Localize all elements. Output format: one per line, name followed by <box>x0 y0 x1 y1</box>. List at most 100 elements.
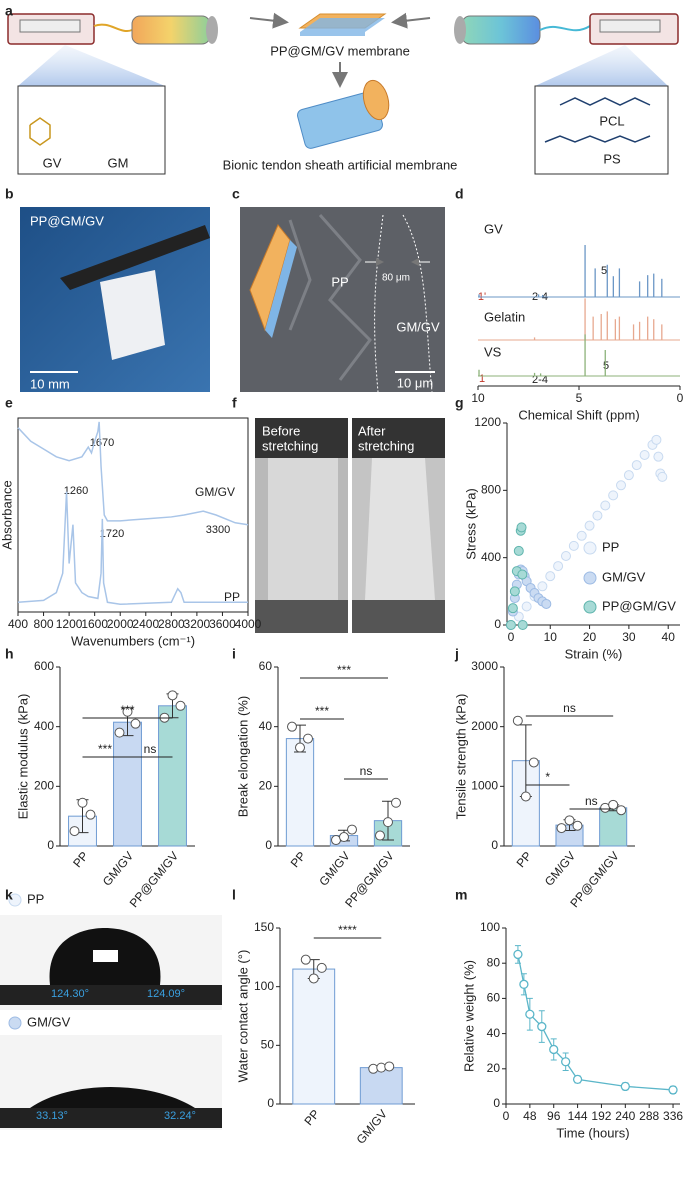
syringe <box>599 19 661 33</box>
significance-label: *** <box>315 704 329 718</box>
data-point <box>525 1009 535 1019</box>
sample <box>268 458 338 600</box>
bar <box>285 738 315 847</box>
photo-label: stretching <box>358 438 414 453</box>
panel-label: f <box>232 395 237 411</box>
y-tick-label: 0 <box>494 617 501 631</box>
scale-label: 10 μm <box>397 375 433 390</box>
data-point <box>608 799 619 810</box>
y-tick-label: 1200 <box>474 415 501 429</box>
sample-label: PP <box>27 891 44 906</box>
data-point <box>167 690 178 701</box>
significance-label: * <box>545 770 550 784</box>
data-point <box>520 791 531 802</box>
y-tick-label: 0 <box>491 838 498 852</box>
series-label: GM/GV <box>195 485 235 499</box>
y-tick-label: 20 <box>259 779 273 793</box>
annotation: 5 <box>603 360 609 372</box>
x-tick-label: 0 <box>503 1109 510 1123</box>
x-tick-label: 144 <box>568 1109 588 1123</box>
spectrum-line <box>17 421 249 526</box>
y-tick-label: 60 <box>487 991 501 1005</box>
significance-label: *** <box>120 703 134 717</box>
y-tick-label: 60 <box>259 659 273 673</box>
data-point <box>308 973 319 984</box>
x-tick-label: GM/GV <box>316 849 352 889</box>
roller-cap <box>454 16 466 44</box>
x-tick-label: 240 <box>615 1109 635 1123</box>
bar <box>113 721 142 847</box>
x-tick-label: 96 <box>547 1109 561 1123</box>
sheath-end <box>362 79 390 121</box>
data-point <box>576 530 587 541</box>
y-axis-label: Tensile strength (kPa) <box>453 694 468 820</box>
angle-label: 32.24° <box>164 1110 196 1122</box>
roller-cap <box>206 16 218 44</box>
y-tick-label: 150 <box>254 920 274 934</box>
thickness-label: 80 μm <box>382 273 410 284</box>
x-tick-label: 48 <box>523 1109 537 1123</box>
x-tick-label: 336 <box>663 1109 683 1123</box>
data-point <box>549 1044 559 1055</box>
x-tick-label: 3200 <box>184 617 211 631</box>
membrane-label: PP@GM/GV membrane <box>270 43 410 58</box>
data-point <box>668 1085 678 1095</box>
annotation: 2-4 <box>532 374 548 386</box>
panel-label: l <box>232 887 236 903</box>
y-tick-label: 400 <box>481 550 501 564</box>
legend-swatch <box>583 571 597 585</box>
structure-label: GM <box>108 155 129 170</box>
data-point <box>592 510 603 521</box>
y-axis-label: Stress (kPa) <box>463 488 478 560</box>
x-tick-label: 2400 <box>132 617 159 631</box>
panel-label: j <box>454 646 459 662</box>
data-point <box>631 460 642 471</box>
x-axis-label: Time (hours) <box>556 1125 629 1140</box>
data-point <box>608 490 619 501</box>
y-tick-label: 0 <box>265 838 272 852</box>
scale-label: 10 mm <box>30 376 70 391</box>
droplet <box>30 1087 195 1108</box>
sheath-label: Bionic tendon sheath artificial membrane <box>223 157 458 172</box>
data-point <box>69 826 80 837</box>
data-point <box>505 620 516 630</box>
panel-label: b <box>5 186 14 202</box>
tweezers <box>60 225 210 290</box>
photo-label: Before <box>262 423 300 438</box>
data-point <box>541 598 552 609</box>
clamp <box>352 418 445 458</box>
data-point <box>507 603 518 614</box>
photo-label: stretching <box>262 438 318 453</box>
y-tick-label: 1000 <box>471 779 498 793</box>
y-axis-label: Water contact angle (°) <box>235 950 250 1083</box>
y-tick-label: 0 <box>267 1096 274 1110</box>
membrane-sample <box>100 270 165 360</box>
data-point <box>568 540 579 551</box>
data-point <box>545 571 556 582</box>
significance-label: ns <box>585 794 598 808</box>
y-tick-label: 80 <box>487 955 501 969</box>
boundary <box>374 214 384 393</box>
angle-label: 33.13° <box>36 1110 68 1122</box>
photo-label: After <box>358 423 386 438</box>
structure-box <box>534 85 669 175</box>
clamp <box>255 418 348 458</box>
data-point <box>516 522 527 533</box>
panel-label: i <box>232 646 236 662</box>
significance-label: ns <box>144 742 157 756</box>
legend-label: PP <box>602 539 619 554</box>
annotation: 5 <box>601 265 607 277</box>
photo-label: PP@GM/GV <box>30 213 104 228</box>
data-point <box>556 823 567 834</box>
data-point <box>537 1021 547 1032</box>
data-point <box>572 820 583 831</box>
panel-label: e <box>5 395 13 411</box>
structure-label: GV <box>43 155 62 170</box>
data-point <box>130 718 141 729</box>
data-point <box>391 797 401 808</box>
significance-label: *** <box>98 742 112 756</box>
arrow <box>249 12 289 29</box>
x-tick-label: 0 <box>508 630 515 644</box>
y-tick-label: 200 <box>34 779 54 793</box>
